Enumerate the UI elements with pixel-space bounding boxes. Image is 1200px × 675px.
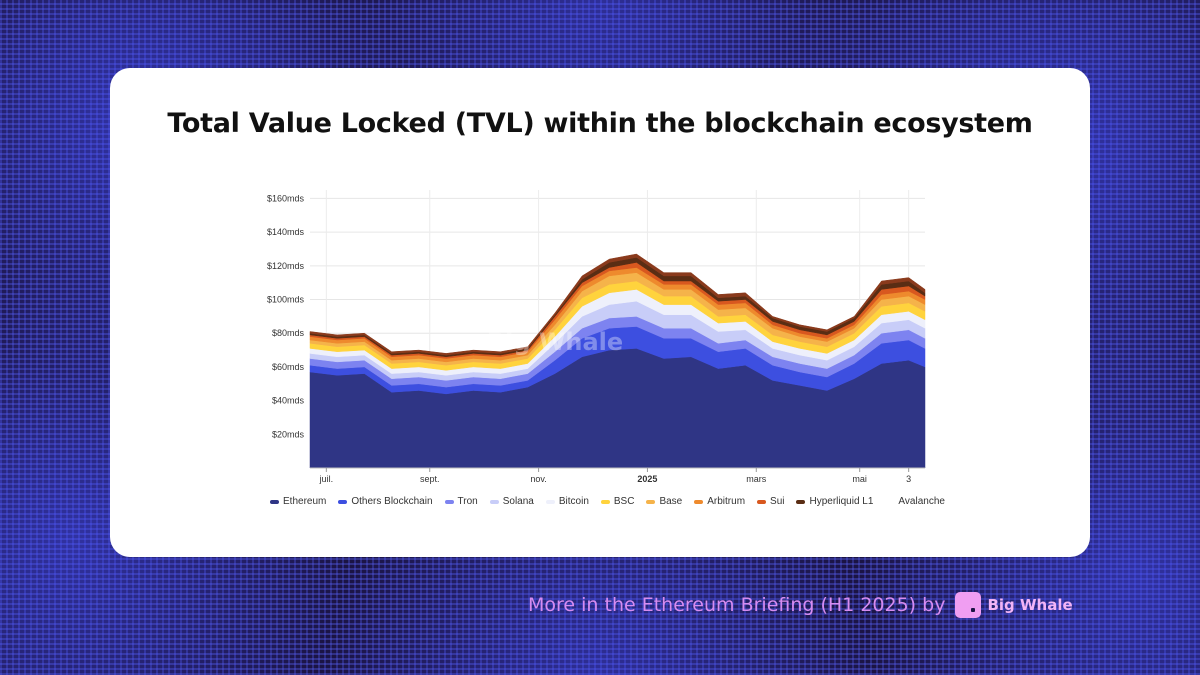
- legend-label: Ethereum: [283, 496, 327, 507]
- x-tick-label: 3: [906, 474, 911, 484]
- legend-swatch: [545, 499, 555, 504]
- footer-text: More in the Ethereum Briefing (H1 2025) …: [528, 594, 946, 616]
- legend-swatch: [338, 499, 348, 504]
- y-tick-label: $60mds: [272, 362, 305, 372]
- chart-watermark: Big Whale: [487, 328, 623, 356]
- y-tick-label: $160mds: [267, 193, 305, 203]
- legend-item[interactable]: Others Blockchain: [338, 496, 433, 507]
- x-tick-label: mai: [852, 474, 867, 484]
- chart-legend: Ethereum Others Blockchain Tron Solana Bitco…: [270, 496, 957, 507]
- legend-swatch: [600, 499, 610, 504]
- legend-item[interactable]: Bitcoin: [545, 496, 589, 507]
- legend-swatch: [646, 499, 656, 504]
- chart-card: Total Value Locked (TVL) within the bloc…: [110, 68, 1090, 557]
- footer-promo[interactable]: More in the Ethereum Briefing (H1 2025) …: [528, 592, 1073, 618]
- legend-label: Avalanche: [898, 496, 945, 507]
- legend-label: Others Blockchain: [351, 496, 433, 507]
- big-whale-logo-icon: [955, 592, 982, 618]
- x-tick-label: juil.: [319, 474, 334, 484]
- legend-label: BSC: [613, 496, 635, 507]
- chart-title: Total Value Locked (TVL) within the bloc…: [167, 108, 1033, 139]
- tvl-stacked-area-chart: $20mds $40mds $60mds $80mds $100mds $120mds $1…: [267, 190, 926, 484]
- legend-item[interactable]: Solana: [489, 496, 534, 507]
- series-area-avalanche: [309, 253, 926, 356]
- brand-name: Big Whale: [987, 596, 1073, 614]
- legend-item[interactable]: Base: [646, 496, 682, 507]
- legend-swatch: [796, 499, 806, 504]
- legend-swatch: [885, 500, 894, 504]
- legend-label: Hyperliquid L1: [809, 496, 874, 507]
- y-tick-label: $80mds: [272, 328, 305, 338]
- legend-item[interactable]: Ethereum: [270, 496, 326, 507]
- legend-label: Arbitrum: [707, 496, 746, 507]
- legend-item[interactable]: Avalanche: [885, 496, 945, 507]
- y-tick-label: $140mds: [267, 227, 305, 237]
- legend-swatch: [757, 499, 767, 504]
- legend-swatch: [270, 499, 279, 504]
- y-tick-label: $20mds: [272, 429, 305, 439]
- legend-label: Base: [659, 496, 683, 507]
- x-tick-label: 2025: [637, 474, 657, 484]
- x-tick-label: mars: [746, 474, 766, 484]
- x-tick-label: sept.: [420, 474, 440, 484]
- legend-swatch: [694, 499, 704, 504]
- legend-item[interactable]: BSC: [600, 496, 635, 507]
- legend-label: Sui: [770, 496, 785, 507]
- legend-label: Bitcoin: [558, 496, 589, 507]
- y-tick-label: $40mds: [272, 396, 305, 406]
- legend-item[interactable]: Arbitrum: [694, 496, 745, 507]
- legend-swatch: [444, 499, 454, 504]
- y-tick-label: $100mds: [267, 295, 305, 305]
- legend-item[interactable]: Tron: [444, 496, 478, 507]
- legend-label: Tron: [457, 496, 478, 507]
- legend-item[interactable]: Hyperliquid L1: [796, 496, 873, 507]
- legend-label: Solana: [502, 496, 534, 507]
- x-tick-label: nov.: [530, 474, 546, 484]
- y-tick-label: $120mds: [267, 261, 305, 271]
- legend-item[interactable]: Sui: [757, 496, 784, 507]
- legend-swatch: [489, 499, 499, 504]
